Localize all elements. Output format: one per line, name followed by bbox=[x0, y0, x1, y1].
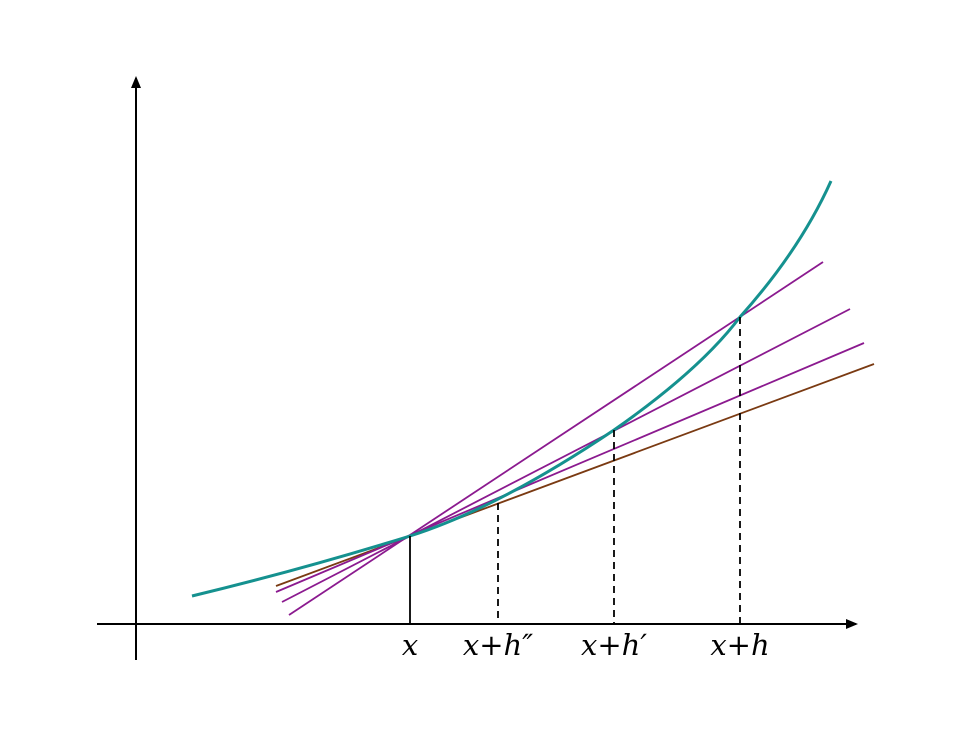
label-x-plus-h-prime: x+h′ bbox=[581, 628, 647, 662]
label-x: x bbox=[402, 628, 418, 662]
secant-line-h-double-prime bbox=[275, 342, 865, 593]
secant-line-h bbox=[288, 261, 824, 616]
secant-line-h-prime bbox=[281, 308, 851, 603]
tangent-line bbox=[275, 363, 875, 587]
label-x-plus-h: x+h bbox=[710, 628, 769, 662]
label-x-plus-h-double-prime: x+h″ bbox=[463, 628, 533, 662]
function-curve bbox=[191, 180, 833, 598]
